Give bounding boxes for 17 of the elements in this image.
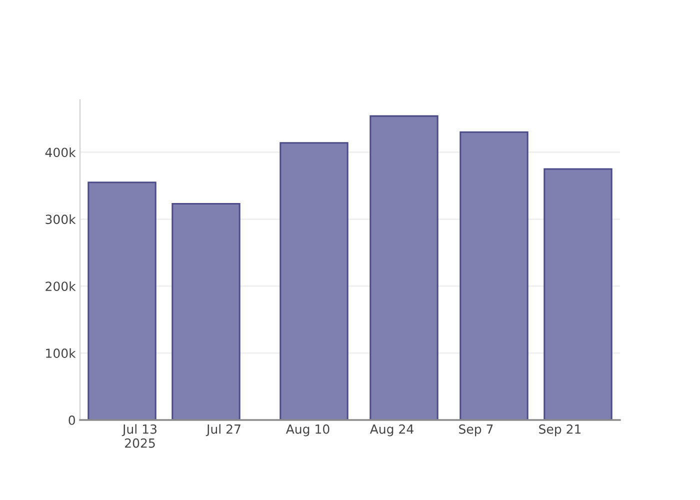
y-tick-label: 0 [68, 415, 76, 425]
x-tick-label: Jul 27 [206, 424, 240, 436]
y-tick-label: 100k [46, 348, 76, 358]
bar [370, 115, 438, 420]
bar [172, 203, 240, 420]
x-tick-label: Aug 24 [370, 424, 414, 436]
x-tick-label: Sep 7 [459, 424, 493, 436]
x-tick-label: Aug 10 [286, 424, 330, 436]
y-tick-label: 300k [46, 214, 76, 224]
x-tick-label: Jul 13 2025 [122, 424, 156, 448]
y-tick-label: 200k [46, 281, 76, 292]
y-tick-label: 400k [45, 147, 76, 158]
bar [460, 131, 528, 420]
x-tick-label: Sep 21 [539, 424, 581, 436]
bar [88, 182, 156, 420]
bar [280, 142, 348, 420]
bar [544, 168, 612, 420]
